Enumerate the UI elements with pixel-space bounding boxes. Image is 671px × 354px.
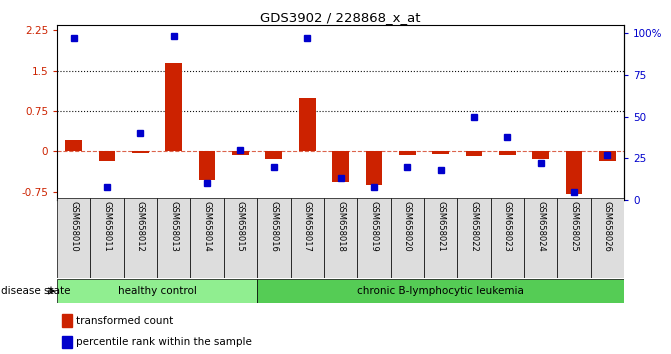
Bar [57,198,91,278]
Bar [332,152,349,182]
Bar [266,152,282,159]
Bar [466,152,482,156]
Bar [457,198,491,278]
Text: GSM658020: GSM658020 [403,201,412,251]
Bar [157,198,191,278]
Title: GDS3902 / 228868_x_at: GDS3902 / 228868_x_at [260,11,421,24]
Text: GSM658010: GSM658010 [69,201,79,251]
Text: GSM658012: GSM658012 [136,201,145,251]
Bar [166,63,182,152]
Text: healthy control: healthy control [117,286,197,296]
Text: GSM658022: GSM658022 [470,201,478,251]
Bar [424,198,457,278]
Text: transformed count: transformed count [76,316,173,326]
Text: chronic B-lymphocytic leukemia: chronic B-lymphocytic leukemia [357,286,524,296]
Text: GSM658011: GSM658011 [103,201,111,251]
Bar [65,139,82,152]
Text: GSM658013: GSM658013 [169,201,178,251]
Bar [257,198,291,278]
Text: GSM658016: GSM658016 [269,201,278,251]
Text: GSM658021: GSM658021 [436,201,445,251]
Bar [224,198,257,278]
Text: GSM658018: GSM658018 [336,201,345,251]
Text: disease state: disease state [1,286,71,296]
Text: GSM658026: GSM658026 [603,201,612,251]
Bar [432,152,449,154]
Text: GSM658025: GSM658025 [570,201,578,251]
Bar [491,198,524,278]
Bar [62,336,72,348]
Bar [566,152,582,194]
Bar [524,198,558,278]
Text: GSM658015: GSM658015 [236,201,245,251]
Bar [299,98,315,152]
Bar [199,152,215,179]
Bar [558,198,590,278]
Bar [399,152,415,155]
Bar [357,198,391,278]
Bar [62,314,72,327]
Bar [499,152,515,155]
Text: GSM658019: GSM658019 [369,201,378,251]
Bar [590,198,624,278]
Bar [532,152,549,159]
Bar [99,152,115,161]
Bar [132,152,149,153]
Bar [232,152,249,155]
Bar [57,279,257,303]
Bar [123,198,157,278]
Bar [291,198,324,278]
Text: GSM658014: GSM658014 [203,201,211,251]
Text: percentile rank within the sample: percentile rank within the sample [76,337,252,347]
Bar [366,152,382,185]
Text: GSM658024: GSM658024 [536,201,545,251]
Bar [91,198,123,278]
Bar [391,198,424,278]
Text: GSM658023: GSM658023 [503,201,512,251]
Bar [324,198,357,278]
Bar [599,152,616,161]
Text: GSM658017: GSM658017 [303,201,312,251]
Bar [257,279,624,303]
Bar [191,198,224,278]
